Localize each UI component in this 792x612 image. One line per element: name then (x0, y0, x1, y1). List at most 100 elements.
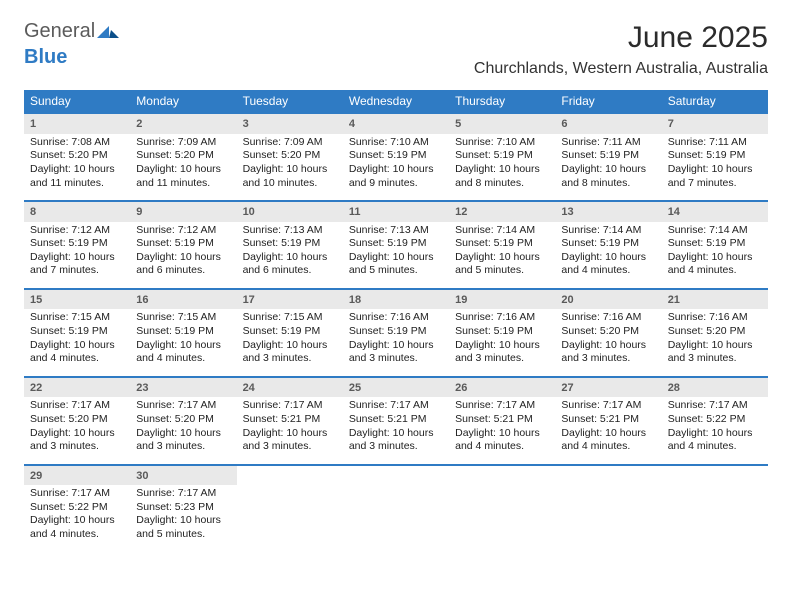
day-line: Daylight: 10 hours (561, 427, 655, 441)
day-number: 12 (449, 201, 555, 221)
day-line: Sunrise: 7:14 AM (561, 224, 655, 238)
day-line: Sunset: 5:23 PM (136, 501, 230, 515)
day-cell: Sunrise: 7:10 AMSunset: 5:19 PMDaylight:… (343, 134, 449, 202)
calendar-table: SundayMondayTuesdayWednesdayThursdayFrid… (24, 90, 768, 552)
day-line: Daylight: 10 hours (30, 427, 124, 441)
day-line: and 4 minutes. (561, 440, 655, 454)
dow-header: Sunday (24, 90, 130, 114)
day-number: 22 (24, 377, 130, 397)
day-line: Sunset: 5:21 PM (561, 413, 655, 427)
day-cell: Sunrise: 7:15 AMSunset: 5:19 PMDaylight:… (130, 309, 236, 377)
daybody-row: Sunrise: 7:08 AMSunset: 5:20 PMDaylight:… (24, 134, 768, 202)
day-line: and 3 minutes. (349, 440, 443, 454)
day-line: Daylight: 10 hours (561, 339, 655, 353)
day-line: Sunrise: 7:17 AM (30, 399, 124, 413)
day-line: Daylight: 10 hours (30, 339, 124, 353)
day-number (662, 465, 768, 485)
day-cell: Sunrise: 7:16 AMSunset: 5:20 PMDaylight:… (662, 309, 768, 377)
day-cell: Sunrise: 7:08 AMSunset: 5:20 PMDaylight:… (24, 134, 130, 202)
day-line: Sunset: 5:19 PM (455, 237, 549, 251)
day-line: Sunrise: 7:17 AM (136, 487, 230, 501)
day-number: 5 (449, 114, 555, 134)
day-cell: Sunrise: 7:12 AMSunset: 5:19 PMDaylight:… (130, 222, 236, 290)
day-number: 1 (24, 114, 130, 134)
calendar-body: 1234567Sunrise: 7:08 AMSunset: 5:20 PMDa… (24, 114, 768, 552)
day-line: Sunset: 5:19 PM (668, 237, 762, 251)
day-line: and 3 minutes. (30, 440, 124, 454)
day-line: Sunrise: 7:10 AM (455, 136, 549, 150)
day-line: Sunset: 5:20 PM (243, 149, 337, 163)
day-line: Daylight: 10 hours (30, 163, 124, 177)
day-line: Daylight: 10 hours (243, 251, 337, 265)
day-line: Daylight: 10 hours (455, 427, 549, 441)
day-cell: Sunrise: 7:09 AMSunset: 5:20 PMDaylight:… (130, 134, 236, 202)
dow-header: Tuesday (237, 90, 343, 114)
day-line: Sunset: 5:21 PM (455, 413, 549, 427)
day-line: Sunrise: 7:09 AM (243, 136, 337, 150)
day-line: Sunset: 5:19 PM (349, 325, 443, 339)
day-line: Sunrise: 7:17 AM (561, 399, 655, 413)
day-cell: Sunrise: 7:11 AMSunset: 5:19 PMDaylight:… (555, 134, 661, 202)
day-line: Daylight: 10 hours (30, 251, 124, 265)
day-number: 15 (24, 289, 130, 309)
day-number: 21 (662, 289, 768, 309)
location-text: Churchlands, Western Australia, Australi… (474, 59, 768, 80)
day-number: 11 (343, 201, 449, 221)
day-line: Daylight: 10 hours (561, 251, 655, 265)
day-line: Sunrise: 7:11 AM (561, 136, 655, 150)
day-number: 8 (24, 201, 130, 221)
day-line: Sunset: 5:19 PM (136, 237, 230, 251)
dow-header: Monday (130, 90, 236, 114)
day-line: Daylight: 10 hours (349, 339, 443, 353)
day-line: Daylight: 10 hours (668, 339, 762, 353)
day-number: 7 (662, 114, 768, 134)
day-number (343, 465, 449, 485)
day-number: 2 (130, 114, 236, 134)
day-line: Sunset: 5:19 PM (349, 149, 443, 163)
day-line: Sunrise: 7:17 AM (30, 487, 124, 501)
day-line: Daylight: 10 hours (243, 163, 337, 177)
day-line: and 4 minutes. (455, 440, 549, 454)
daynum-row: 22232425262728 (24, 377, 768, 397)
day-line: Daylight: 10 hours (136, 339, 230, 353)
day-line: Sunrise: 7:09 AM (136, 136, 230, 150)
day-line: Sunrise: 7:14 AM (668, 224, 762, 238)
day-line: and 4 minutes. (136, 352, 230, 366)
day-cell: Sunrise: 7:12 AMSunset: 5:19 PMDaylight:… (24, 222, 130, 290)
daynum-row: 2930 (24, 465, 768, 485)
daybody-row: Sunrise: 7:17 AMSunset: 5:22 PMDaylight:… (24, 485, 768, 552)
day-cell: Sunrise: 7:16 AMSunset: 5:20 PMDaylight:… (555, 309, 661, 377)
day-line: and 11 minutes. (136, 177, 230, 191)
logo-text-2: Blue (24, 44, 119, 70)
dow-row: SundayMondayTuesdayWednesdayThursdayFrid… (24, 90, 768, 114)
day-cell: Sunrise: 7:16 AMSunset: 5:19 PMDaylight:… (449, 309, 555, 377)
day-cell: Sunrise: 7:11 AMSunset: 5:19 PMDaylight:… (662, 134, 768, 202)
day-line: and 8 minutes. (455, 177, 549, 191)
day-line: and 3 minutes. (349, 352, 443, 366)
day-line: and 3 minutes. (561, 352, 655, 366)
day-line: Sunset: 5:19 PM (561, 237, 655, 251)
day-line: Sunrise: 7:11 AM (668, 136, 762, 150)
day-line: Sunset: 5:19 PM (561, 149, 655, 163)
day-line: Sunrise: 7:17 AM (455, 399, 549, 413)
day-line: Sunrise: 7:13 AM (243, 224, 337, 238)
day-number: 30 (130, 465, 236, 485)
day-line: Daylight: 10 hours (668, 251, 762, 265)
day-number (237, 465, 343, 485)
day-line: Daylight: 10 hours (136, 251, 230, 265)
day-cell: Sunrise: 7:14 AMSunset: 5:19 PMDaylight:… (449, 222, 555, 290)
day-line: Sunrise: 7:13 AM (349, 224, 443, 238)
day-line: and 5 minutes. (349, 264, 443, 278)
day-cell: Sunrise: 7:15 AMSunset: 5:19 PMDaylight:… (24, 309, 130, 377)
day-line: and 6 minutes. (243, 264, 337, 278)
day-cell: Sunrise: 7:16 AMSunset: 5:19 PMDaylight:… (343, 309, 449, 377)
page-title: June 2025 (474, 18, 768, 57)
day-line: Sunrise: 7:17 AM (349, 399, 443, 413)
day-number: 14 (662, 201, 768, 221)
day-number: 6 (555, 114, 661, 134)
daybody-row: Sunrise: 7:17 AMSunset: 5:20 PMDaylight:… (24, 397, 768, 465)
day-number: 29 (24, 465, 130, 485)
day-line: and 5 minutes. (136, 528, 230, 542)
day-line: Daylight: 10 hours (561, 163, 655, 177)
day-line: and 7 minutes. (30, 264, 124, 278)
